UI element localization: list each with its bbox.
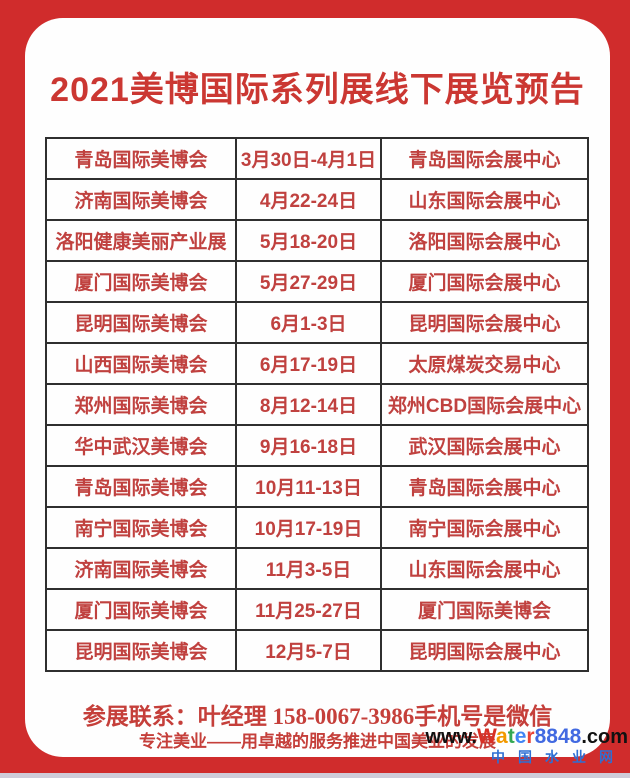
table-row: 青岛国际美博会 10月11-13日 青岛国际会展中心 — [45, 465, 589, 508]
venue-cell: 厦门国际会展中心 — [380, 260, 589, 303]
poster-title: 2021美博国际系列展线下展览预告 — [50, 71, 585, 109]
exhibition-name-cell: 济南国际美博会 — [45, 547, 237, 590]
date-cell: 6月17-19日 — [235, 342, 382, 385]
exhibition-name-cell: 济南国际美博会 — [45, 178, 237, 221]
exhibition-name-cell: 青岛国际美博会 — [45, 465, 237, 508]
venue-cell: 青岛国际会展中心 — [380, 137, 589, 180]
exhibition-name-cell: 昆明国际美博会 — [45, 629, 237, 672]
date-cell: 5月18-20日 — [235, 219, 382, 262]
watermark-letter: a — [496, 725, 508, 748]
watermark: www.Water8848.com 中国水业网 — [425, 725, 628, 765]
exhibition-name-cell: 厦门国际美博会 — [45, 260, 237, 303]
venue-cell: 洛阳国际会展中心 — [380, 219, 589, 262]
watermark-letter: W — [476, 725, 496, 748]
table-row: 山西国际美博会 6月17-19日 太原煤炭交易中心 — [45, 342, 589, 385]
watermark-letter: 8 — [569, 725, 582, 748]
venue-cell: 青岛国际会展中心 — [380, 465, 589, 508]
date-cell: 9月16-18日 — [235, 424, 382, 467]
table-row: 厦门国际美博会 5月27-29日 厦门国际会展中心 — [45, 260, 589, 303]
date-cell: 11月25-27日 — [235, 588, 382, 631]
exhibition-name-cell: 南宁国际美博会 — [45, 506, 237, 549]
date-cell: 5月27-29日 — [235, 260, 382, 303]
table-row: 青岛国际美博会 3月30日-4月1日 青岛国际会展中心 — [45, 137, 589, 180]
date-cell: 4月22-24日 — [235, 178, 382, 221]
slogan-line: 专注美业——用卓越的服务推进中国美业的发展 — [139, 732, 496, 751]
venue-cell: 昆明国际会展中心 — [380, 301, 589, 344]
exhibition-name-cell: 昆明国际美博会 — [45, 301, 237, 344]
watermark-letter: t — [507, 725, 515, 748]
exhibition-name-cell: 青岛国际美博会 — [45, 137, 237, 180]
poster-card: 2021美博国际系列展线下展览预告 青岛国际美博会 3月30日-4月1日 青岛国际会… — [25, 18, 610, 757]
table-row: 南宁国际美博会 10月17-19日 南宁国际会展中心 — [45, 506, 589, 549]
table-row: 济南国际美博会 4月22-24日 山东国际会展中心 — [45, 178, 589, 221]
watermark-colored: Water8848 — [476, 725, 582, 748]
table-row: 郑州国际美博会 8月12-14日 郑州CBD国际会展中心 — [45, 383, 589, 426]
venue-cell: 厦门国际美博会 — [380, 588, 589, 631]
venue-cell: 山东国际会展中心 — [380, 547, 589, 590]
contact-line: 参展联系：叶经理 158-0067-3986手机号是微信 — [82, 704, 553, 729]
venue-cell: 武汉国际会展中心 — [380, 424, 589, 467]
venue-cell: 太原煤炭交易中心 — [380, 342, 589, 385]
date-cell: 10月17-19日 — [235, 506, 382, 549]
venue-cell: 南宁国际会展中心 — [380, 506, 589, 549]
date-cell: 6月1-3日 — [235, 301, 382, 344]
table-row: 华中武汉美博会 9月16-18日 武汉国际会展中心 — [45, 424, 589, 467]
watermark-letter: 8 — [546, 725, 558, 748]
venue-cell: 郑州CBD国际会展中心 — [380, 383, 589, 426]
schedule-table: 青岛国际美博会 3月30日-4月1日 青岛国际会展中心 济南国际美博会 4月22-24日… — [45, 137, 589, 672]
schedule-body: 青岛国际美博会 3月30日-4月1日 青岛国际会展中心 济南国际美博会 4月22-24日… — [45, 137, 589, 672]
bottom-strip — [0, 773, 630, 778]
exhibition-name-cell: 山西国际美博会 — [45, 342, 237, 385]
date-cell: 11月3-5日 — [235, 547, 382, 590]
table-row: 济南国际美博会 11月3-5日 山东国际会展中心 — [45, 547, 589, 590]
exhibition-name-cell: 郑州国际美博会 — [45, 383, 237, 426]
exhibition-name-cell: 华中武汉美博会 — [45, 424, 237, 467]
exhibition-name-cell: 厦门国际美博会 — [45, 588, 237, 631]
date-cell: 8月12-14日 — [235, 383, 382, 426]
watermark-letter: 4 — [557, 725, 570, 748]
venue-cell: 昆明国际会展中心 — [380, 629, 589, 672]
date-cell: 3月30日-4月1日 — [235, 137, 382, 180]
watermark-url: www.Water8848.com — [425, 725, 628, 748]
watermark-letter: 8 — [534, 725, 547, 748]
exhibition-name-cell: 洛阳健康美丽产业展 — [45, 219, 237, 262]
table-row: 昆明国际美博会 12月5-7日 昆明国际会展中心 — [45, 629, 589, 672]
watermark-url-suffix: .com — [581, 726, 628, 748]
watermark-url-prefix: www. — [425, 726, 477, 748]
watermark-letter: r — [526, 725, 535, 748]
date-cell: 12月5-7日 — [235, 629, 382, 672]
table-row: 厦门国际美博会 11月25-27日 厦门国际美博会 — [45, 588, 589, 631]
watermark-letter: e — [514, 725, 527, 748]
watermark-chinese-label: 中国水业网 — [491, 749, 626, 766]
venue-cell: 山东国际会展中心 — [380, 178, 589, 221]
table-row: 昆明国际美博会 6月1-3日 昆明国际会展中心 — [45, 301, 589, 344]
table-row: 洛阳健康美丽产业展 5月18-20日 洛阳国际会展中心 — [45, 219, 589, 262]
date-cell: 10月11-13日 — [235, 465, 382, 508]
